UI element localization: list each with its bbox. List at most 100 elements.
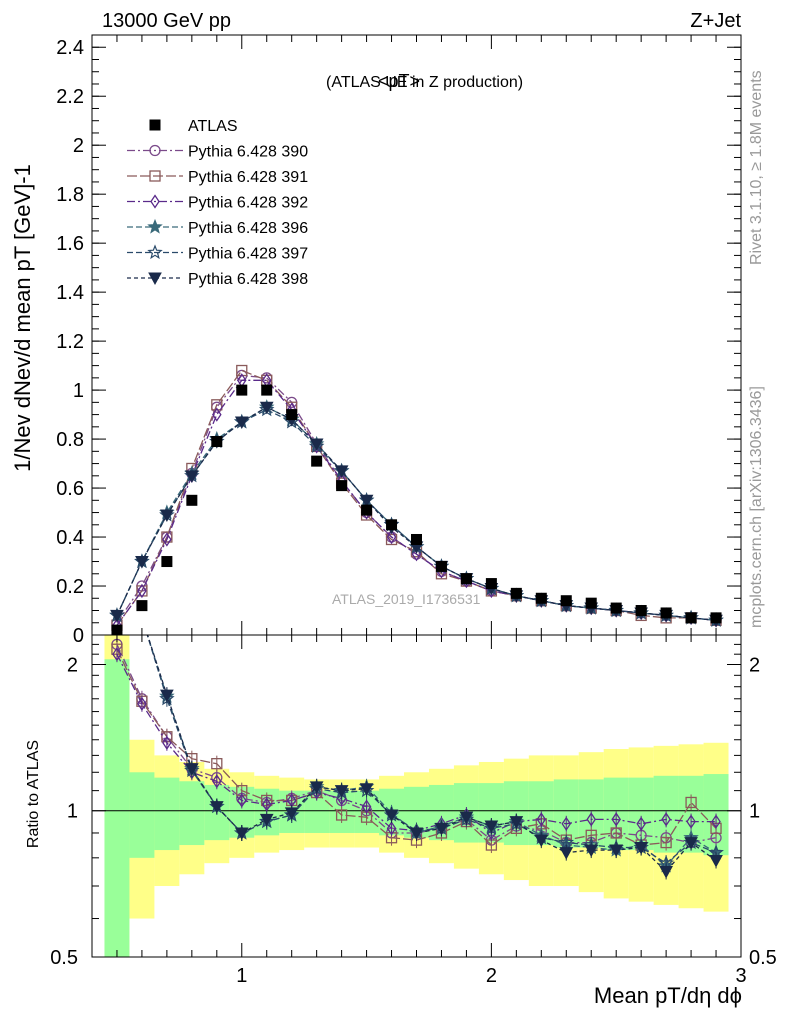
ratio-marker: [386, 821, 397, 836]
legend-marker: [147, 218, 163, 234]
series-marker: [411, 547, 422, 562]
main-plot-area: [109, 364, 724, 635]
series-marker: [385, 533, 398, 546]
ratio-marker: [209, 801, 224, 814]
x-tick-label: 2: [486, 965, 497, 987]
ratio-marker: [112, 647, 122, 662]
ratio-marker: [636, 816, 646, 831]
legend-marker: [149, 144, 161, 157]
y-tick-label: 0.2: [56, 576, 84, 598]
ratio-marker: [384, 809, 399, 823]
ratio-marker: [584, 844, 599, 858]
ratio-marker: [509, 816, 524, 829]
series-marker: [110, 609, 124, 623]
legend-label: Pythia 6.428 396: [188, 220, 308, 237]
data-point: [685, 612, 697, 624]
ratio-marker: [609, 844, 624, 858]
energy-label: 13000 GeV pp: [102, 10, 231, 32]
ratio-marker: [162, 735, 172, 750]
series-marker: [309, 438, 324, 452]
series-line: [116, 406, 717, 621]
ratio-marker: [611, 812, 621, 827]
series-marker: [386, 529, 397, 545]
data-point: [510, 587, 522, 599]
y-tick-label: 1.6: [56, 233, 84, 255]
series-marker: [211, 399, 223, 411]
data-point: [535, 592, 547, 604]
legend-marker-data: [149, 119, 161, 131]
series-marker: [212, 407, 222, 422]
ratio-band-inner-bin: [104, 659, 130, 957]
y-tick-label: 2.4: [56, 37, 84, 59]
y-tick-label: 2: [73, 135, 84, 157]
ratio-marker: [211, 758, 223, 770]
series-line: [116, 374, 717, 624]
ratio-band-inner-bin: [129, 772, 155, 858]
legend-marker: [149, 170, 161, 182]
x-tick-label: 3: [735, 965, 746, 987]
data-point: [560, 595, 572, 607]
y-tick-label: 0.4: [56, 527, 84, 549]
data-point: [236, 384, 248, 396]
series-marker: [185, 470, 199, 483]
ratio-marker: [559, 847, 574, 860]
ratio-y-tick-label: 1: [67, 801, 78, 823]
ratio-marker: [610, 827, 622, 839]
data-point: [386, 519, 398, 531]
data-point: [635, 605, 647, 617]
data-point: [610, 602, 622, 614]
series-marker: [135, 556, 149, 569]
legend-marker: [147, 244, 163, 260]
series-line: [116, 406, 717, 621]
y-axis-label-text: 1/Nev dNev/d mean pT [GeV]-1: [10, 164, 35, 472]
ratio-marker: [684, 837, 698, 850]
ratio-marker: [434, 822, 449, 836]
y-axis-label: 1/Nev dNev/d mean pT [GeV]-1: [10, 164, 35, 472]
series-marker: [162, 532, 172, 547]
series-marker: [359, 494, 374, 508]
series-marker: [137, 583, 147, 599]
data-point: [186, 494, 198, 506]
ratio-y-tick-label: 2: [67, 654, 78, 676]
ratio-marker: [711, 814, 721, 829]
ratio-band-inner-bin: [154, 777, 180, 851]
ratio-marker: [484, 820, 499, 834]
ratio-marker: [236, 793, 247, 808]
x-tick-label: 1: [236, 965, 247, 987]
ratio-y-axis-label: Ratio to ATLAS: [25, 740, 42, 848]
legend-marker: [148, 272, 162, 286]
ratio-marker: [634, 842, 648, 855]
x-axis-label: Mean pT/dη dϕ: [594, 983, 742, 1008]
legend-label: Pythia 6.428 390: [188, 144, 308, 161]
ratio-marker: [185, 763, 199, 776]
series-line: [116, 369, 717, 626]
data-point: [211, 436, 223, 448]
data-point: [660, 607, 672, 619]
ratio-y-tick-label: 0.5: [50, 947, 78, 969]
data-point: [411, 533, 422, 545]
y-tick-label: 1.8: [56, 184, 84, 206]
ratio-marker: [137, 696, 147, 711]
y-tick-label: 0: [73, 625, 84, 647]
data-point: [460, 573, 472, 585]
y-tick-label: 0.8: [56, 429, 84, 451]
ratio-marker: [234, 827, 249, 841]
ratio-y-tick-label-right: 2: [749, 654, 760, 676]
rivet-label: Rivet 3.1.10, ≥ 1.8M events: [748, 70, 765, 265]
main-panel: 0 0.2 0.4 0.6 0.8 1 1.2 1.4 1.6 1.8 2 2.2 2.4 ATLAS Py…: [56, 34, 742, 647]
legend: ATLAS Pythia 6.428 390 Pythia 6.428 391 Pyt…: [127, 118, 308, 288]
ratio-marker: [586, 812, 597, 827]
source-label: mcplots.cern.ch [arXiv:1306.3436]: [748, 386, 765, 628]
ratio-marker: [659, 865, 673, 879]
ratio-marker: [309, 781, 324, 794]
y-tick-label: 1.4: [56, 282, 84, 304]
ratio-marker: [160, 689, 174, 703]
data-point: [136, 600, 148, 612]
data-point: [336, 480, 348, 492]
ratio-marker: [409, 827, 424, 841]
ratio-marker: [334, 785, 349, 798]
data-point: [435, 560, 447, 572]
series-line: [116, 379, 717, 626]
data-point: [361, 504, 373, 516]
